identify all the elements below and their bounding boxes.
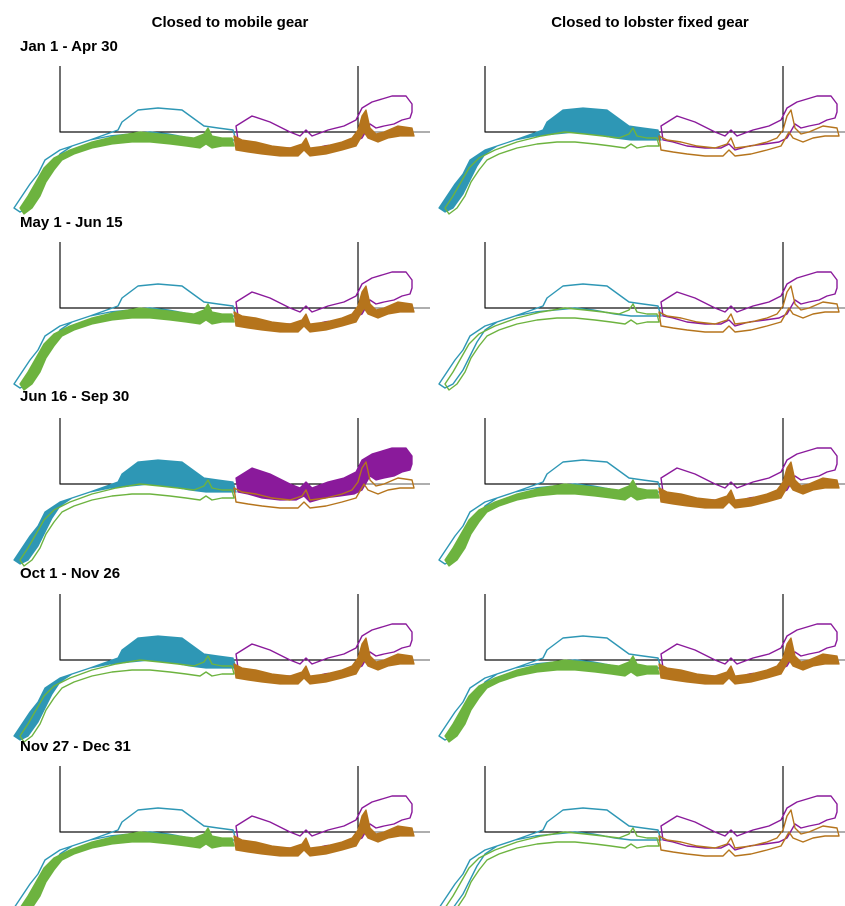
blue-zone-open <box>14 807 237 906</box>
blue-zone-open <box>438 635 662 741</box>
lobster-gear-map-panel <box>438 242 845 391</box>
green-zone-open <box>19 655 235 743</box>
purple-zone-open <box>660 95 838 151</box>
brown-zone-closed <box>233 809 415 857</box>
green-zone-open <box>445 827 660 906</box>
period-label: Jun 16 - Sep 30 <box>20 388 130 405</box>
purple-zone-closed <box>235 447 413 503</box>
green-zone-closed <box>444 655 660 743</box>
brown-zone-closed <box>233 285 415 333</box>
purple-zone-open <box>235 95 413 151</box>
blue-zone-open <box>13 107 237 213</box>
lobster-gear-map-panel <box>438 594 845 743</box>
green-zone-closed <box>19 127 235 215</box>
map-frame <box>59 242 430 309</box>
green-zone-closed <box>20 827 235 906</box>
blue-zone-open <box>439 807 662 906</box>
column-title-lobster-fixed-gear: Closed to lobster fixed gear <box>551 14 749 31</box>
purple-zone-open <box>660 447 838 503</box>
map-frame <box>59 66 430 133</box>
mobile-gear-map-panel <box>13 418 430 567</box>
purple-zone-open <box>235 623 413 679</box>
purple-zone-open <box>660 623 838 679</box>
blue-zone-closed <box>13 459 237 565</box>
green-zone-open <box>444 127 660 215</box>
map-frame <box>484 766 845 833</box>
green-zone-open <box>19 479 235 567</box>
period-label: Oct 1 - Nov 26 <box>20 565 121 582</box>
map-frame <box>484 418 845 485</box>
purple-zone-open <box>235 795 413 851</box>
purple-zone-open <box>235 271 413 327</box>
brown-zone-open <box>658 285 840 333</box>
green-zone-closed <box>19 303 235 391</box>
lobster-gear-map-panel <box>438 66 845 215</box>
purple-zone-open <box>660 271 838 327</box>
period-label: Jan 1 - Apr 30 <box>20 38 118 55</box>
blue-zone-open <box>438 283 662 389</box>
lobster-gear-map-panel <box>438 418 845 567</box>
brown-zone-closed <box>233 637 415 685</box>
mobile-gear-map-panel <box>13 594 430 743</box>
mobile-gear-map-panel <box>13 66 430 215</box>
brown-zone-open <box>658 109 840 157</box>
column-title-mobile-gear: Closed to mobile gear <box>151 14 309 31</box>
period-label: May 1 - Jun 15 <box>20 214 123 231</box>
mobile-gear-map-panel <box>14 766 430 906</box>
green-zone-closed <box>444 479 660 567</box>
brown-zone-open <box>233 461 415 509</box>
period-label: Nov 27 - Dec 31 <box>20 738 131 755</box>
green-zone-open <box>444 303 660 391</box>
map-frame <box>484 594 845 661</box>
brown-zone-closed <box>658 637 840 685</box>
purple-zone-open <box>660 795 838 851</box>
map-frame <box>59 766 430 833</box>
lobster-gear-map-panel <box>439 766 845 906</box>
map-frame <box>59 594 430 661</box>
brown-zone-closed <box>658 461 840 509</box>
mobile-gear-map-panel <box>13 242 430 391</box>
map-frame <box>484 242 845 309</box>
brown-zone-closed <box>233 109 415 157</box>
blue-zone-open <box>438 459 662 565</box>
blue-zone-closed <box>13 635 237 741</box>
blue-zone-closed <box>438 107 662 213</box>
map-frame <box>484 66 845 133</box>
brown-zone-open <box>658 809 840 857</box>
blue-zone-open <box>13 283 237 389</box>
